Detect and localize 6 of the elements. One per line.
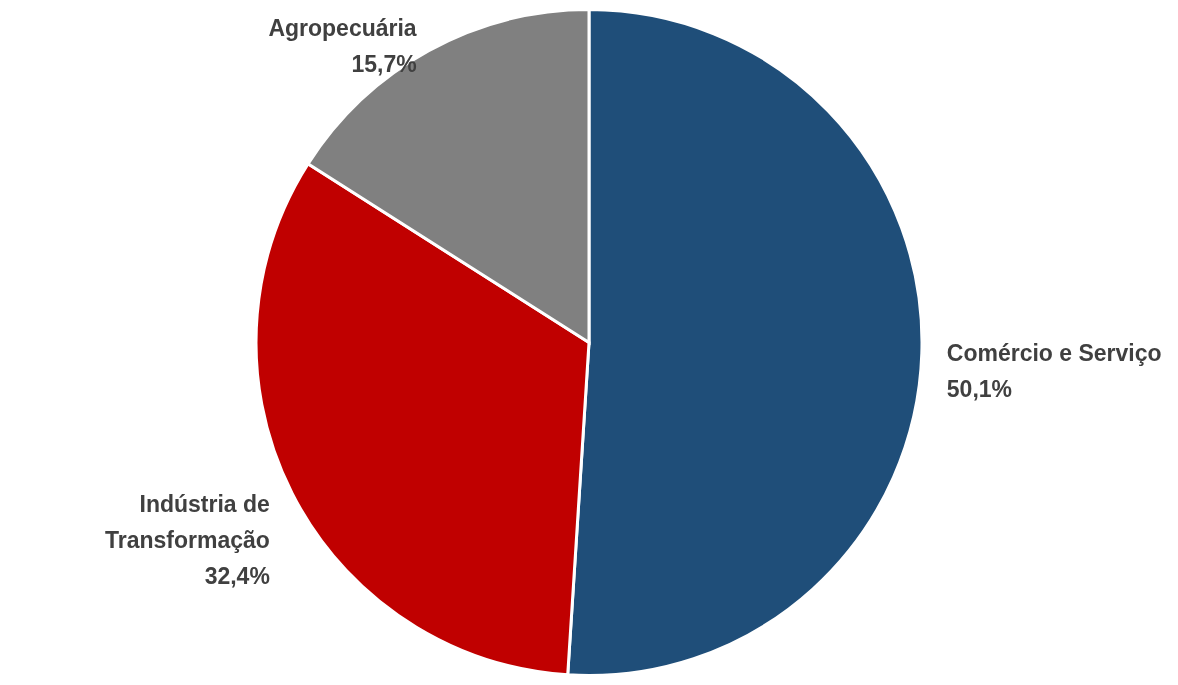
slice-label: Comércio e Serviço bbox=[946, 339, 1162, 366]
data-label: 32,4% bbox=[204, 562, 270, 589]
data-label: 15,7% bbox=[351, 50, 417, 77]
slice-label: Indústria de Transformação bbox=[104, 490, 270, 553]
data-label: 50,1% bbox=[946, 375, 1013, 402]
slice-label: Agropecuária bbox=[268, 14, 417, 41]
